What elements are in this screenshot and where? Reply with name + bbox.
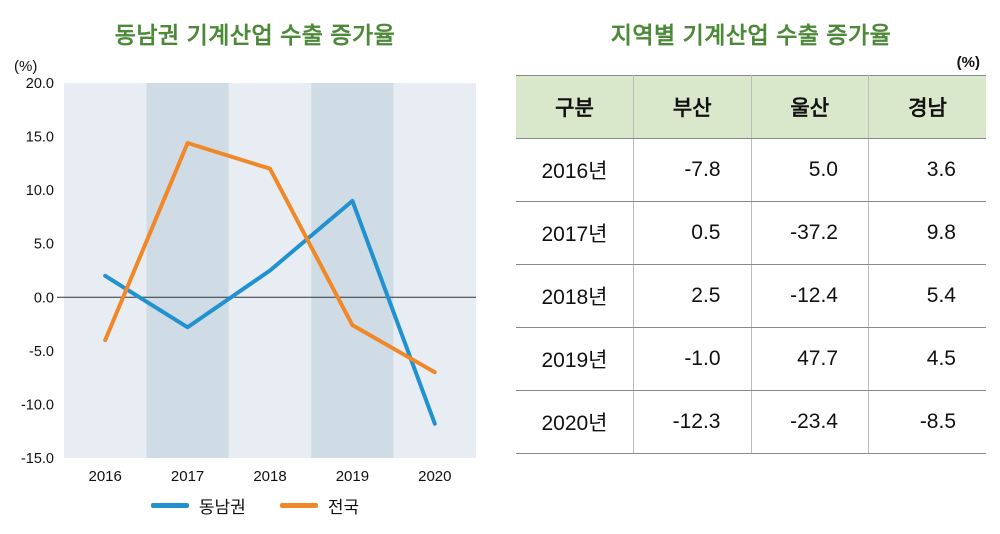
chart-band — [146, 83, 229, 458]
table-row: 2020년 -12.3 -23.4 -8.5 — [516, 390, 986, 454]
table-year-cell: 2017년 — [516, 201, 634, 265]
chart-band — [393, 83, 476, 458]
table-value-cell: 2.5 — [633, 264, 752, 328]
table-year-cell: 2018년 — [516, 264, 634, 328]
table-title: 지역별 기계산업 수출 증가율 — [610, 22, 892, 48]
data-table: 구분 부산 울산 경남 2016년 -7.8 5.0 3.6 2017년 0.5 -37.2 9.8… — [516, 75, 986, 454]
y-axis-tick-label: -10.0 — [21, 397, 54, 413]
legend-line-swatch — [150, 503, 189, 508]
table-row: 2018년 2.5 -12.4 5.4 — [516, 264, 986, 328]
table-row: 2017년 0.5 -37.2 9.8 — [516, 201, 986, 265]
table-column-header: 울산 — [750, 75, 869, 139]
table-value-cell: 9.8 — [868, 201, 986, 265]
table-header: 구분 부산 울산 경남 — [516, 75, 986, 139]
table-body: 2016년 -7.8 5.0 3.6 2017년 0.5 -37.2 9.8 2018년 2.5-… — [516, 138, 986, 454]
table-value-cell: 3.6 — [868, 138, 986, 202]
y-axis-tick-label: 20.0 — [26, 76, 54, 92]
line-chart: 20.0 15.0 10.0 5.0 0.0 -5.0 -10.0 -15.0 2016 2017… — [21, 76, 476, 485]
table-row: 2016년 -7.8 5.0 3.6 — [516, 138, 986, 202]
table-value-cell: 5.0 — [750, 138, 869, 202]
y-axis-tick-label: 10.0 — [26, 183, 54, 199]
x-axis-tick-label: 2017 — [171, 468, 204, 485]
table-row: 2019년 -1.0 47.7 4.5 — [516, 327, 986, 391]
table-value-cell: -37.2 — [750, 201, 869, 265]
y-axis-tick-label: 5.0 — [34, 237, 54, 253]
table-value-cell: 0.5 — [633, 201, 752, 265]
series-line — [103, 141, 437, 375]
series-line — [103, 198, 437, 426]
table-year-cell: 2020년 — [516, 390, 634, 454]
table-column-header: 경남 — [868, 75, 986, 139]
table-value-cell: 4.5 — [868, 327, 986, 391]
chart-unit-label: (%) — [14, 58, 38, 75]
x-axis-tick-label: 2020 — [418, 468, 451, 485]
table-column-header: 구분 — [516, 75, 634, 139]
table-value-cell: -12.3 — [633, 390, 752, 454]
y-axis-tick-label: 15.0 — [26, 130, 54, 146]
legend-item: 동남권 — [150, 493, 246, 518]
table-value-cell: -23.4 — [750, 390, 869, 454]
x-axis-tick-label: 2018 — [253, 468, 286, 485]
table-year-cell: 2019년 — [516, 327, 634, 391]
chart-legend: 동남권 전국 — [8, 493, 502, 518]
y-axis-tick-label: -5.0 — [29, 344, 54, 360]
table-header-row: 구분 부산 울산 경남 — [516, 75, 986, 139]
table-value-cell: 47.7 — [750, 327, 869, 391]
y-axis-tick-label: 0.0 — [34, 290, 54, 306]
legend-label: 전국 — [327, 498, 360, 517]
table-value-cell: -12.4 — [750, 264, 869, 328]
table-value-cell: -8.5 — [868, 390, 986, 454]
x-axis-tick-label: 2019 — [336, 468, 369, 485]
y-axis-tick-label: -15.0 — [21, 451, 54, 467]
table-unit-label: (%) — [956, 54, 980, 71]
table-value-cell: -7.8 — [633, 138, 752, 202]
table-value-cell: 5.4 — [868, 264, 986, 328]
legend-item: 전국 — [279, 493, 360, 518]
table-year-cell: 2016년 — [516, 138, 634, 202]
legend-line-swatch — [279, 503, 318, 508]
table-panel: 지역별 기계산업 수출 증가율 (%) 구분 부산 울산 경남 2016년 -7.8 5.… — [516, 8, 986, 454]
table-column-header: 부산 — [633, 75, 752, 139]
chart-title: 동남권 기계산업 수출 증가율 — [114, 22, 396, 48]
table-value-cell: -1.0 — [633, 327, 752, 391]
chart-panel: 동남권 기계산업 수출 증가율 (%) 20.0 15.0 10.0 5.0 0.0 -5… — [8, 8, 502, 518]
x-axis-tick-label: 2016 — [89, 468, 122, 485]
legend-label: 동남권 — [198, 498, 246, 517]
